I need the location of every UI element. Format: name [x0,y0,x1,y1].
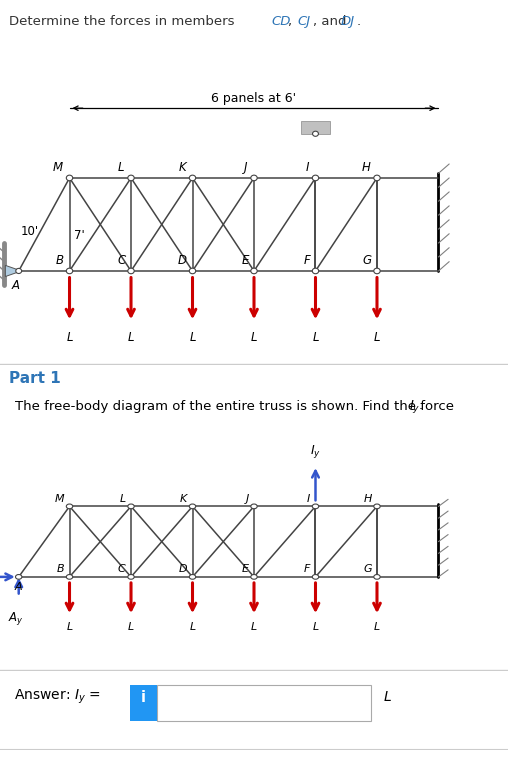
Circle shape [189,175,196,180]
Text: $I_y$: $I_y$ [310,443,321,460]
Circle shape [312,268,319,274]
Text: 7': 7' [74,229,84,242]
Circle shape [312,504,319,509]
Text: L: L [312,332,319,345]
Circle shape [189,504,196,509]
Circle shape [67,574,73,579]
Text: F: F [304,564,310,574]
Text: F: F [303,254,310,268]
Circle shape [374,175,380,180]
Text: L: L [119,493,125,503]
Text: CJ: CJ [297,15,310,28]
Text: H: H [362,161,370,174]
Text: .: . [357,15,361,28]
Text: B: B [56,564,64,574]
Text: DJ: DJ [341,15,355,28]
Circle shape [374,574,380,579]
Circle shape [67,175,73,180]
Text: K: K [178,161,186,174]
Text: $\it{I_y}$.: $\it{I_y}$. [409,398,424,416]
Text: J: J [244,161,247,174]
Circle shape [16,574,22,579]
Text: D: D [178,564,187,574]
Text: M: M [54,493,64,503]
Text: $A_y$: $A_y$ [8,610,24,627]
Text: L: L [67,622,73,632]
Circle shape [374,268,380,274]
Text: L: L [189,332,196,345]
Text: L: L [251,332,257,345]
Text: i: i [141,689,146,705]
Text: , and: , and [313,15,351,28]
Bar [130,685,157,721]
Circle shape [312,131,319,136]
Text: E: E [242,564,248,574]
Circle shape [128,574,134,579]
Text: L: L [374,622,380,632]
Text: 10': 10' [20,225,39,238]
Text: L: L [312,622,319,632]
Text: I: I [307,493,310,503]
Text: J: J [245,493,248,503]
Text: B: B [56,254,64,268]
Text: A: A [15,581,22,591]
Circle shape [251,175,257,180]
Text: C: C [118,564,125,574]
Text: Answer: $\it{I_y}$ =: Answer: $\it{I_y}$ = [14,688,101,706]
Text: H: H [363,493,372,503]
Circle shape [189,574,196,579]
Text: L: L [118,161,124,174]
Text: D: D [178,254,187,268]
Circle shape [128,268,134,274]
Text: A: A [12,279,20,292]
Text: L: L [189,622,196,632]
Text: K: K [180,493,187,503]
Circle shape [189,268,196,274]
Text: CD: CD [272,15,291,28]
Text: The free-body diagram of the entire truss is shown. Find the force: The free-body diagram of the entire trus… [15,400,459,413]
Text: G: G [363,564,372,574]
Text: ,: , [288,15,296,28]
Circle shape [374,504,380,509]
Text: L: L [128,332,134,345]
Text: E: E [241,254,248,268]
Circle shape [251,574,257,579]
Circle shape [16,268,22,274]
Text: 6 panels at 6': 6 panels at 6' [211,92,297,105]
Text: M: M [53,161,63,174]
Bar [301,121,331,133]
Text: L: L [66,332,73,345]
Circle shape [312,175,319,180]
Circle shape [128,175,134,180]
Text: Determine the forces in members: Determine the forces in members [9,15,239,28]
Circle shape [312,574,319,579]
Circle shape [67,268,73,274]
Text: G: G [363,254,372,268]
Text: C: C [117,254,125,268]
Text: L: L [251,622,257,632]
Circle shape [67,504,73,509]
Text: L: L [374,332,380,345]
Bar [157,685,371,721]
Circle shape [251,504,257,509]
Circle shape [128,504,134,509]
Circle shape [251,268,257,274]
Text: L: L [128,622,134,632]
Text: L: L [384,690,391,704]
Text: Part 1: Part 1 [9,372,61,386]
Text: I: I [306,161,309,174]
Polygon shape [6,265,21,277]
